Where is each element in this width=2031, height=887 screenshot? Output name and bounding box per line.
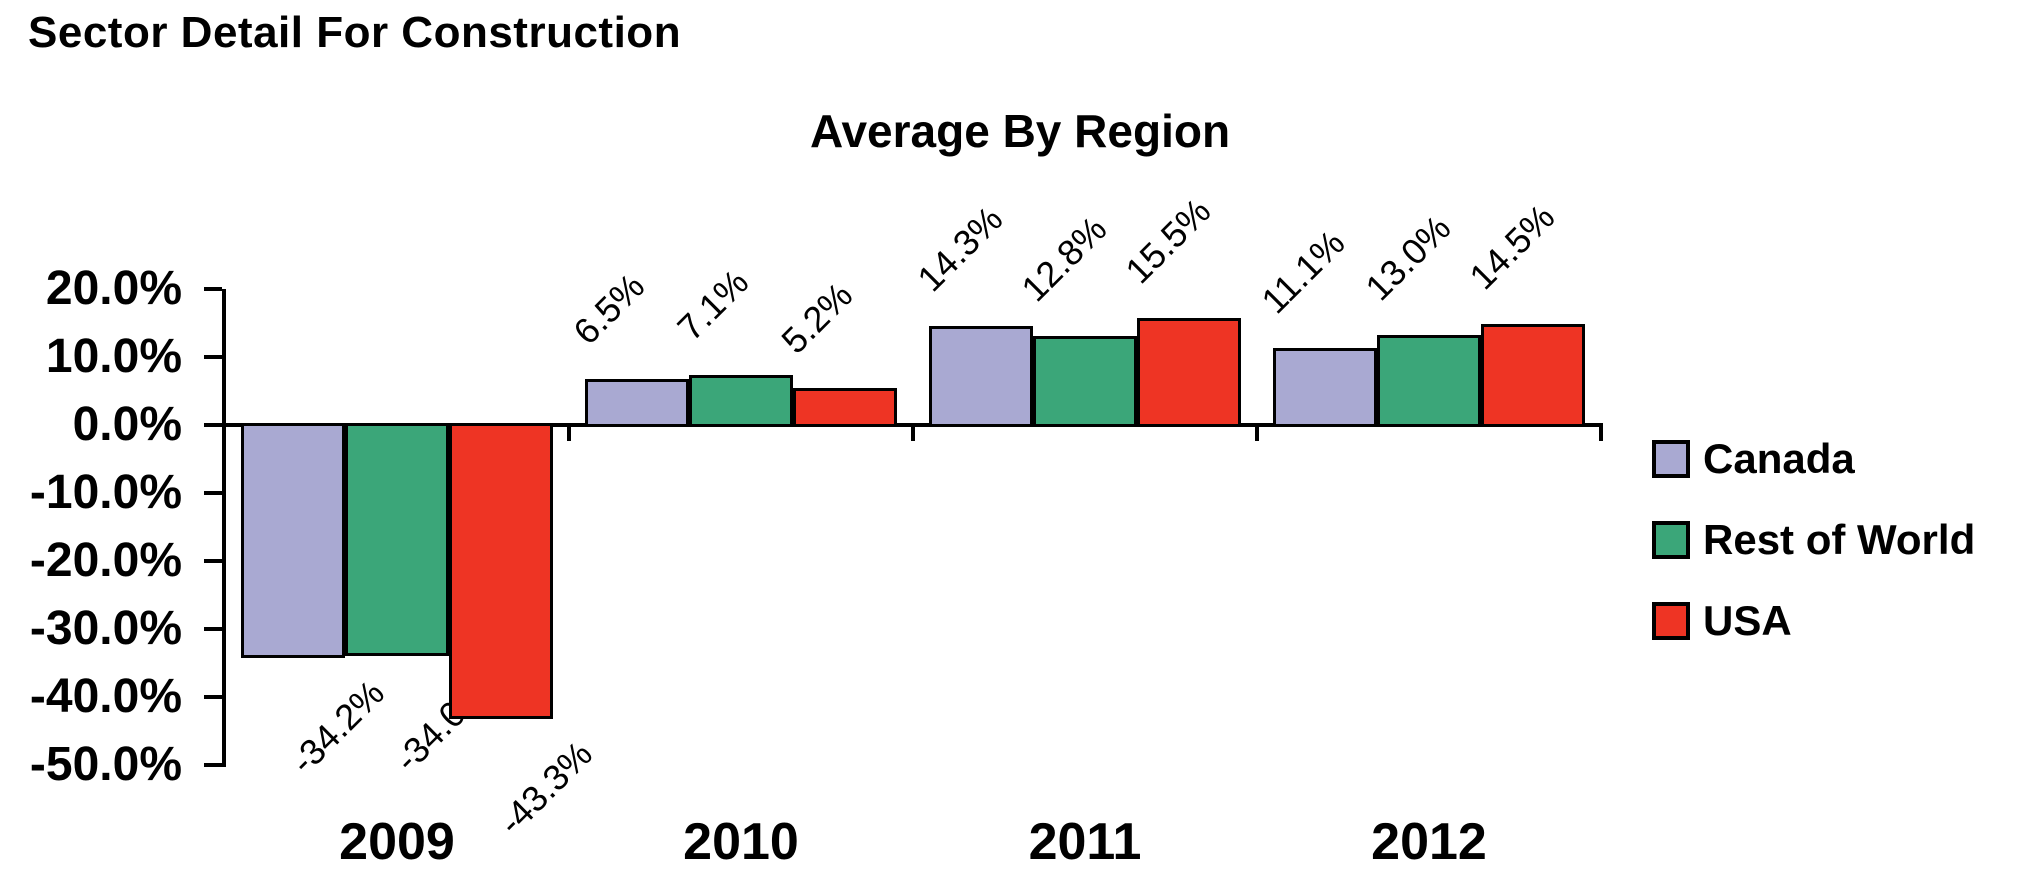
bar-2011-usa <box>1137 318 1241 427</box>
y-tick-label: 10.0% <box>45 330 182 383</box>
y-tick-label: -20.0% <box>29 534 182 587</box>
bar-value-label: 12.8% <box>1013 208 1115 310</box>
bar-2010-usa <box>793 388 897 427</box>
y-tick <box>204 695 222 699</box>
chart-title: Average By Region <box>809 105 1231 157</box>
bar-2009-canada <box>241 423 345 658</box>
bar-2009-usa <box>449 423 553 719</box>
bar-value-label: 5.2% <box>773 274 861 362</box>
legend-item-canada: Canada <box>1652 437 1975 481</box>
bar-value-label: 14.3% <box>909 198 1011 300</box>
x-tick <box>1599 427 1603 441</box>
bar-2012-rest-of-world <box>1377 335 1481 427</box>
bar-value-label: 6.5% <box>565 265 653 353</box>
x-category-label-2009: 2009 <box>339 813 455 871</box>
bar-2011-rest-of-world <box>1033 336 1137 427</box>
legend-item-rest-of-world: Rest of World <box>1652 518 1975 562</box>
page-title: Sector Detail For Construction <box>28 8 682 57</box>
legend-label-rest-of-world: Rest of World <box>1703 516 1976 563</box>
bar-value-label: 14.5% <box>1461 196 1563 298</box>
y-tick-label: -40.0% <box>29 670 182 723</box>
legend-label-usa: USA <box>1703 597 1792 644</box>
x-axis-line <box>222 423 1603 427</box>
y-tick <box>204 763 222 767</box>
legend-swatch-rest-of-world <box>1652 521 1690 559</box>
legend-item-usa: USA <box>1652 599 1975 643</box>
legend-swatch-canada <box>1652 440 1690 478</box>
bar-2010-rest-of-world <box>689 375 793 427</box>
bar-value-label: 11.1% <box>1253 222 1353 322</box>
bar-2010-canada <box>585 379 689 427</box>
x-tick <box>1255 427 1259 441</box>
y-tick-label: 0.0% <box>72 398 182 451</box>
x-tick <box>911 427 915 441</box>
x-category-label-2012: 2012 <box>1371 813 1487 871</box>
y-tick-label: -30.0% <box>29 602 182 655</box>
y-tick <box>204 627 222 631</box>
bar-value-label: -43.3% <box>490 733 600 843</box>
y-axis-line <box>222 289 226 767</box>
x-category-label-2011: 2011 <box>1028 813 1142 871</box>
bar-value-label: 13.0% <box>1357 207 1459 309</box>
bar-value-label: -34.2% <box>282 672 392 782</box>
bar-value-label: 15.5% <box>1117 190 1219 292</box>
bar-2009-rest-of-world <box>345 423 449 656</box>
y-tick <box>204 287 222 291</box>
y-tick-label: -50.0% <box>29 738 182 791</box>
bar-value-label: 7.1% <box>669 261 757 349</box>
legend-swatch-usa <box>1652 602 1690 640</box>
bar-2011-canada <box>929 326 1033 427</box>
x-tick <box>567 427 571 441</box>
y-tick <box>204 355 222 359</box>
y-tick <box>204 559 222 563</box>
y-tick <box>204 423 222 427</box>
bar-2012-canada <box>1273 348 1377 427</box>
x-category-label-2010: 2010 <box>683 813 799 871</box>
bar-2012-usa <box>1481 324 1585 427</box>
y-tick-label: -10.0% <box>29 466 182 519</box>
legend: Canada Rest of World USA <box>1652 437 1975 643</box>
y-tick <box>204 491 222 495</box>
y-tick-label: 20.0% <box>45 262 182 315</box>
legend-label-canada: Canada <box>1703 435 1855 482</box>
